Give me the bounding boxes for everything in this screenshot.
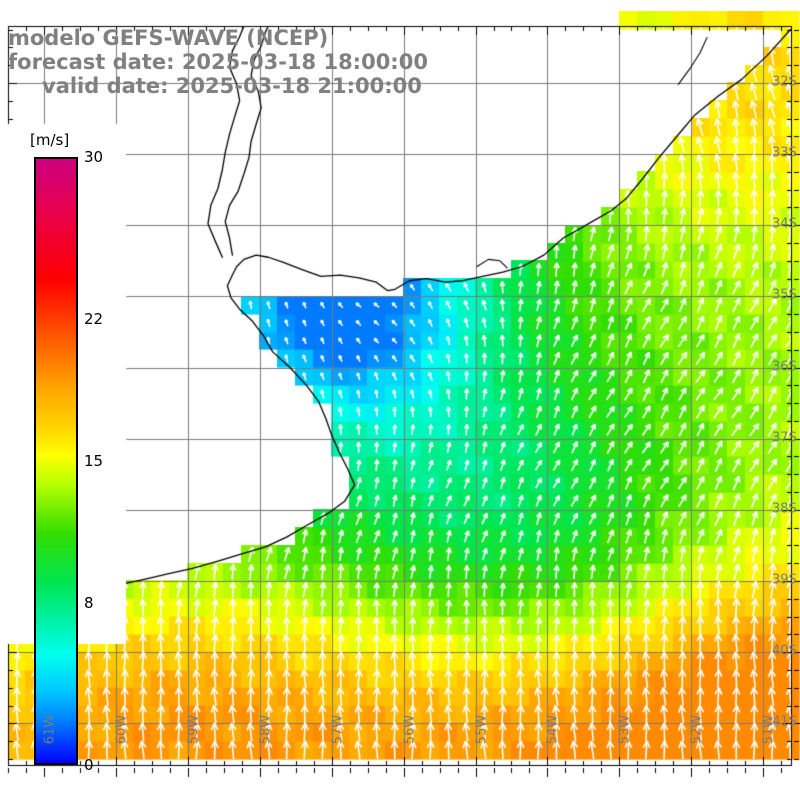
lat-tick-39S: 39S bbox=[772, 572, 797, 588]
colorbar-tick-15: 15 bbox=[84, 452, 104, 470]
wind-speed-colorbar bbox=[34, 157, 78, 765]
lon-tick-51W: 51W bbox=[761, 714, 777, 745]
lat-tick-35S: 35S bbox=[772, 287, 797, 303]
lat-tick-34S: 34S bbox=[772, 216, 797, 232]
lon-tick-53W: 53W bbox=[617, 714, 633, 745]
lat-tick-40S: 40S bbox=[772, 643, 797, 659]
lon-tick-60W: 60W bbox=[114, 714, 130, 745]
lat-tick-41S: 41S bbox=[772, 714, 797, 730]
colorbar-tick-8: 8 bbox=[84, 593, 94, 612]
lon-tick-54W: 54W bbox=[545, 714, 561, 745]
lon-tick-55W: 55W bbox=[474, 714, 490, 745]
lat-tick-38S: 38S bbox=[772, 501, 797, 517]
lon-tick-58W: 58W bbox=[258, 714, 274, 745]
lat-tick-37S: 37S bbox=[772, 430, 797, 446]
lat-tick-36S: 36S bbox=[772, 359, 797, 375]
colorbar-tick-22: 22 bbox=[84, 310, 104, 329]
lon-tick-56W: 56W bbox=[402, 714, 418, 745]
lat-tick-32S: 32S bbox=[772, 74, 797, 90]
lat-tick-33S: 33S bbox=[772, 145, 797, 161]
colorbar-tick-30: 30 bbox=[84, 148, 104, 166]
lon-tick-59W: 59W bbox=[186, 714, 202, 745]
lon-tick-61W: 61W bbox=[42, 714, 58, 745]
lon-tick-57W: 57W bbox=[330, 714, 346, 745]
colorbar-unit-label: [m/s] bbox=[30, 131, 70, 149]
colorbar-tick-0: 0 bbox=[84, 756, 94, 774]
lon-tick-52W: 52W bbox=[689, 714, 705, 745]
